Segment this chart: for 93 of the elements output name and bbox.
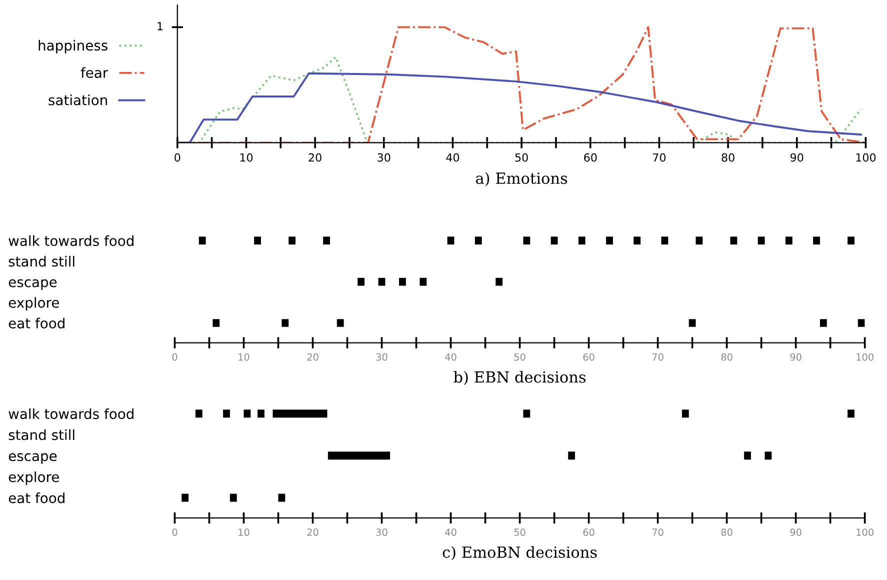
- bar: [230, 494, 237, 502]
- x-tick-label: 40: [445, 353, 456, 361]
- y-tick-label: eat food: [8, 492, 64, 504]
- bar: [195, 410, 202, 418]
- bar: [744, 452, 751, 460]
- x-tick-label: 0: [172, 353, 178, 361]
- y-tick-label: explore: [8, 297, 59, 311]
- y-tick-label: walk towards food: [8, 408, 134, 420]
- x-tick-label: 70: [653, 153, 666, 162]
- x-tick-label: 80: [721, 353, 732, 361]
- x-tick-label: 20: [308, 153, 322, 162]
- bar: [328, 452, 390, 460]
- bar: [523, 410, 530, 418]
- x-tick-label: 50: [515, 153, 528, 162]
- bar: [848, 410, 854, 418]
- bar: [578, 236, 586, 244]
- bar: [254, 236, 261, 244]
- x-tick-label: 20: [307, 353, 318, 361]
- bar: [696, 236, 703, 244]
- legend-label: happiness: [38, 40, 108, 54]
- bar: [688, 319, 696, 327]
- x-tick-label: 90: [790, 528, 802, 536]
- x-tick-label: 30: [376, 528, 388, 536]
- y-tick-label: stand still: [8, 256, 74, 267]
- bar: [858, 319, 865, 327]
- bar: [758, 236, 765, 244]
- x-tick-label: 80: [721, 528, 732, 536]
- x-tick-label: 40: [445, 528, 456, 536]
- bar: [813, 236, 820, 244]
- bar: [399, 278, 406, 286]
- bar: [474, 236, 482, 244]
- bar: [682, 410, 689, 418]
- bar: [282, 319, 289, 327]
- y-tick-label: stand still: [8, 429, 74, 440]
- y-tick-label: escape: [8, 453, 57, 464]
- bar: [223, 410, 230, 418]
- text: 1: [158, 22, 162, 30]
- x-axis-title: c) EmoBN decisions: [442, 546, 597, 560]
- x-tick-label: 80: [722, 153, 734, 162]
- bar: [378, 278, 386, 286]
- bar: [550, 236, 558, 244]
- x-tick-label: 40: [446, 153, 460, 162]
- x-tick-label: 100: [856, 528, 874, 536]
- bar: [730, 236, 738, 244]
- bar: [244, 410, 251, 418]
- x-tick-label: 70: [652, 353, 664, 361]
- bar: [606, 236, 613, 244]
- x-tick-label: 70: [652, 528, 664, 536]
- bar: [358, 278, 365, 286]
- x-tick-label: 100: [856, 353, 874, 361]
- x-tick-label: 60: [583, 528, 594, 536]
- bar: [848, 236, 854, 244]
- x-tick-label: 10: [238, 528, 250, 536]
- bar: [447, 236, 454, 244]
- x-tick-label: 10: [238, 353, 250, 361]
- bar: [420, 278, 427, 286]
- bar: [785, 236, 792, 244]
- legend-label: satiation: [48, 94, 107, 106]
- x-tick-label: 100: [856, 153, 876, 162]
- y-tick-label: explore: [8, 471, 59, 485]
- x-tick-label: 50: [514, 528, 526, 536]
- x-tick-label: 60: [583, 353, 594, 361]
- bar: [764, 452, 772, 460]
- bar: [634, 236, 641, 244]
- bar: [820, 319, 827, 327]
- bar: [212, 319, 220, 327]
- x-tick-label: 60: [584, 153, 597, 162]
- bar: [288, 236, 296, 244]
- x-tick-label: 30: [376, 353, 388, 361]
- bar: [496, 278, 503, 286]
- bar: [258, 410, 264, 418]
- bar: [523, 236, 530, 244]
- y-tick-label: eat food: [8, 318, 64, 328]
- x-tick-label: 90: [790, 353, 802, 361]
- x-tick-label: 90: [790, 153, 804, 162]
- x-axis-title: a) Emotions: [476, 172, 568, 186]
- legend-label: fear: [80, 67, 108, 78]
- y-tick-label: escape: [8, 279, 57, 290]
- x-tick-label: 50: [514, 353, 526, 361]
- bar: [323, 236, 330, 244]
- bar: [661, 236, 668, 244]
- x-tick-label: 0: [174, 153, 180, 162]
- bar: [272, 410, 328, 418]
- y-tick-label: walk towards food: [8, 235, 134, 246]
- x-tick-label: 30: [378, 153, 390, 162]
- bar: [568, 452, 575, 460]
- x-tick-label: 0: [172, 528, 178, 536]
- bar: [182, 494, 189, 502]
- x-tick-label: 10: [240, 153, 253, 162]
- bar: [198, 236, 206, 244]
- bar: [336, 319, 344, 327]
- x-axis-title: b) EBN decisions: [454, 370, 586, 385]
- x-tick-label: 20: [307, 528, 318, 536]
